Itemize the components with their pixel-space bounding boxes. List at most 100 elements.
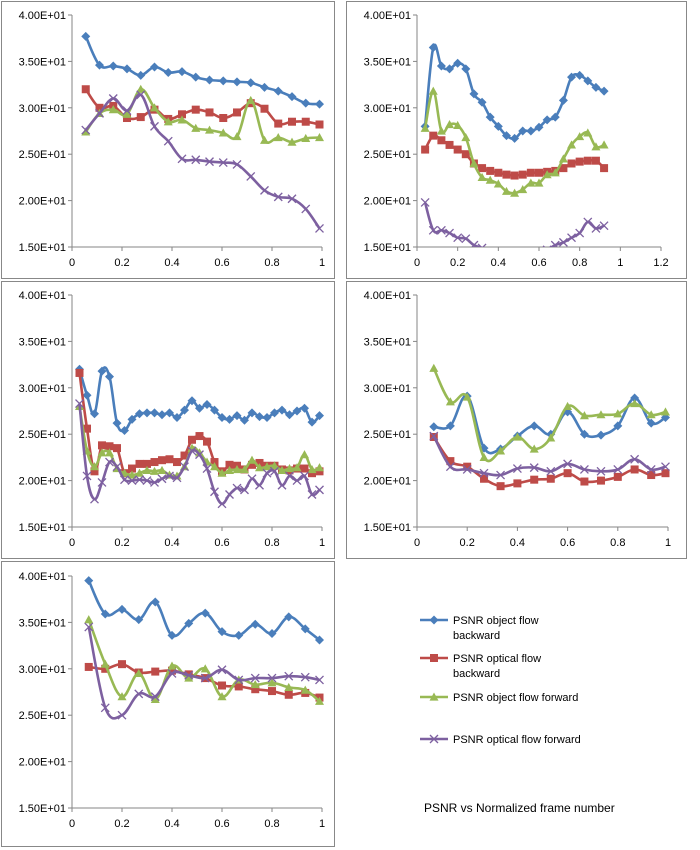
chart-1-ytick-label: 3.00E+01 <box>19 103 66 115</box>
chart-4-xtick-label: 0.4 <box>510 537 525 549</box>
chart-3-series-1-point <box>187 396 197 406</box>
chart-3-series-2-point <box>180 451 189 460</box>
chart-3-series-3-point <box>157 465 167 474</box>
chart-2-series-2-point <box>429 131 438 140</box>
chart-3-series-2-point <box>158 456 166 465</box>
chart-5-series-4-point <box>84 622 94 632</box>
chart-3: 1.50E+01 2.00E+01 2.50E+01 3.00E+01 3.50E+01… <box>19 290 325 549</box>
chart-1-series-3-point <box>136 84 146 93</box>
chart-2-series-4-point <box>428 225 438 235</box>
chart-5-series-1-point <box>84 576 94 586</box>
chart-3-series-4-point <box>180 462 189 472</box>
chart-3-series-2-point <box>83 424 91 433</box>
chart-1-series-2-point <box>219 114 228 123</box>
chart-5-series-3-point <box>315 696 324 705</box>
chart-4-series-2-point <box>563 469 572 478</box>
chart-4-ytick-label: 2.50E+01 <box>364 429 411 441</box>
chart-4-series-3-point <box>579 411 589 420</box>
chart-2-series-1-point <box>526 126 536 136</box>
chart-4-series-4-point <box>479 468 489 478</box>
chart-2-ytick-label: 4.00E+01 <box>364 10 411 22</box>
chart-4-series-2-point <box>613 472 622 481</box>
chart-5-xtick-label: 0.4 <box>164 818 179 830</box>
chart-1-series-1-point <box>122 64 132 74</box>
chart-5-series-2-point <box>251 685 260 694</box>
chart-2-series-2-point <box>526 168 535 177</box>
chart-1-series-2-point <box>260 104 269 113</box>
chart-4-series-3-point <box>630 399 640 408</box>
chart-1-series-1-point <box>163 68 173 78</box>
chart-1-series-1-point <box>287 92 297 102</box>
chart-3-series-3-point <box>240 464 249 474</box>
legend-swatch-marker-2 <box>430 654 438 662</box>
chart-3-series-1-point <box>255 412 264 422</box>
chart-1-series-4-point <box>205 157 214 167</box>
chart-1-ytick-label: 4.00E+01 <box>19 10 66 22</box>
chart-4-series-4-point <box>512 464 522 473</box>
chart-1-ytick-label: 2.50E+01 <box>19 149 66 161</box>
chart-2-ytick-label: 2.50E+01 <box>364 149 411 161</box>
chart-4-series-3-point <box>445 397 455 406</box>
chart-1-series-4-point <box>218 158 228 168</box>
chart-2-series-1-point <box>469 89 479 99</box>
chart-2-series-4-line <box>423 202 605 247</box>
chart-5-series-1-point <box>267 629 277 639</box>
chart-3-series-1-point <box>165 408 174 418</box>
chart-4-series-2-point <box>530 475 539 484</box>
chart-1-series-4-point <box>301 204 311 214</box>
chart-3-series-4-point <box>105 457 114 467</box>
chart-3-series-2-point <box>315 467 324 476</box>
chart-4-series-3-point <box>462 392 472 401</box>
chart-3-series-3-point <box>262 462 272 471</box>
chart-3-series-3-point <box>300 450 309 459</box>
chart-3-series-4-point <box>255 480 264 490</box>
chart-3-series-4-point <box>165 471 174 481</box>
chart-3-series-4-point <box>225 490 234 499</box>
chart-2-series-2-point <box>591 156 600 165</box>
chart-3-series-3-point <box>217 468 227 477</box>
chart-1-series-2-point <box>123 114 131 123</box>
chart-3-series-4-point <box>247 474 257 484</box>
chart-4-ytick-label: 4.00E+01 <box>364 290 411 302</box>
chart-2-series-2-point <box>502 170 511 179</box>
chart-3-series-3-point <box>270 461 279 470</box>
chart-1-series-3-point <box>150 103 159 112</box>
chart-3-series-1-point <box>112 418 122 428</box>
chart-3-series-4-point <box>202 464 212 473</box>
chart-1-xtick-label: 0.2 <box>114 257 129 269</box>
chart-4-series-4-point <box>445 462 455 472</box>
chart-4-series-4-point <box>596 466 606 476</box>
chart-4-series-3-point <box>660 407 670 416</box>
chart-1-series-4-point <box>273 192 283 202</box>
chart-2-series-3-point <box>469 158 479 168</box>
chart-5-series-4-point <box>267 673 277 683</box>
chart-3-series-4-point <box>112 462 122 472</box>
chart-1-ytick-label: 3.50E+01 <box>19 56 66 68</box>
chart-2-series-3-point <box>534 178 544 187</box>
chart-3-ytick-label: 3.50E+01 <box>19 336 66 348</box>
chart-1-series-1-point <box>136 70 146 80</box>
chart-2-xtick-label: 0 <box>414 257 420 269</box>
chart-5-series-1-point <box>284 612 294 622</box>
chart-4-xtick-label: 0.2 <box>460 537 475 549</box>
chart-3-series-1-point <box>180 405 189 415</box>
chart-4-series-1-point <box>429 422 439 432</box>
chart-3-series-3-point <box>195 448 204 457</box>
chart-2-series-3-point <box>599 140 609 149</box>
chart-2-series-2-point <box>535 168 543 177</box>
chart-5-series-2-point <box>168 666 176 675</box>
chart-1-series-4-point <box>287 194 297 204</box>
chart-1-series-1-point <box>273 86 283 96</box>
chart-5-series-2-point <box>151 667 160 676</box>
chart-3-xtick-label: 0.2 <box>114 537 129 549</box>
chart-1-series-3-point <box>273 132 283 142</box>
chart-5-series-3-point <box>134 668 144 678</box>
chart-1-series-4-point <box>232 159 242 169</box>
chart-3-series-2-point <box>203 437 211 446</box>
chart-1-series-2-point <box>233 108 241 117</box>
chart-frame-4 <box>346 281 687 559</box>
chart-5-series-1-point <box>315 635 324 645</box>
chart-3-series-2-point <box>248 460 256 469</box>
chart-5-series-1-point <box>250 619 260 629</box>
